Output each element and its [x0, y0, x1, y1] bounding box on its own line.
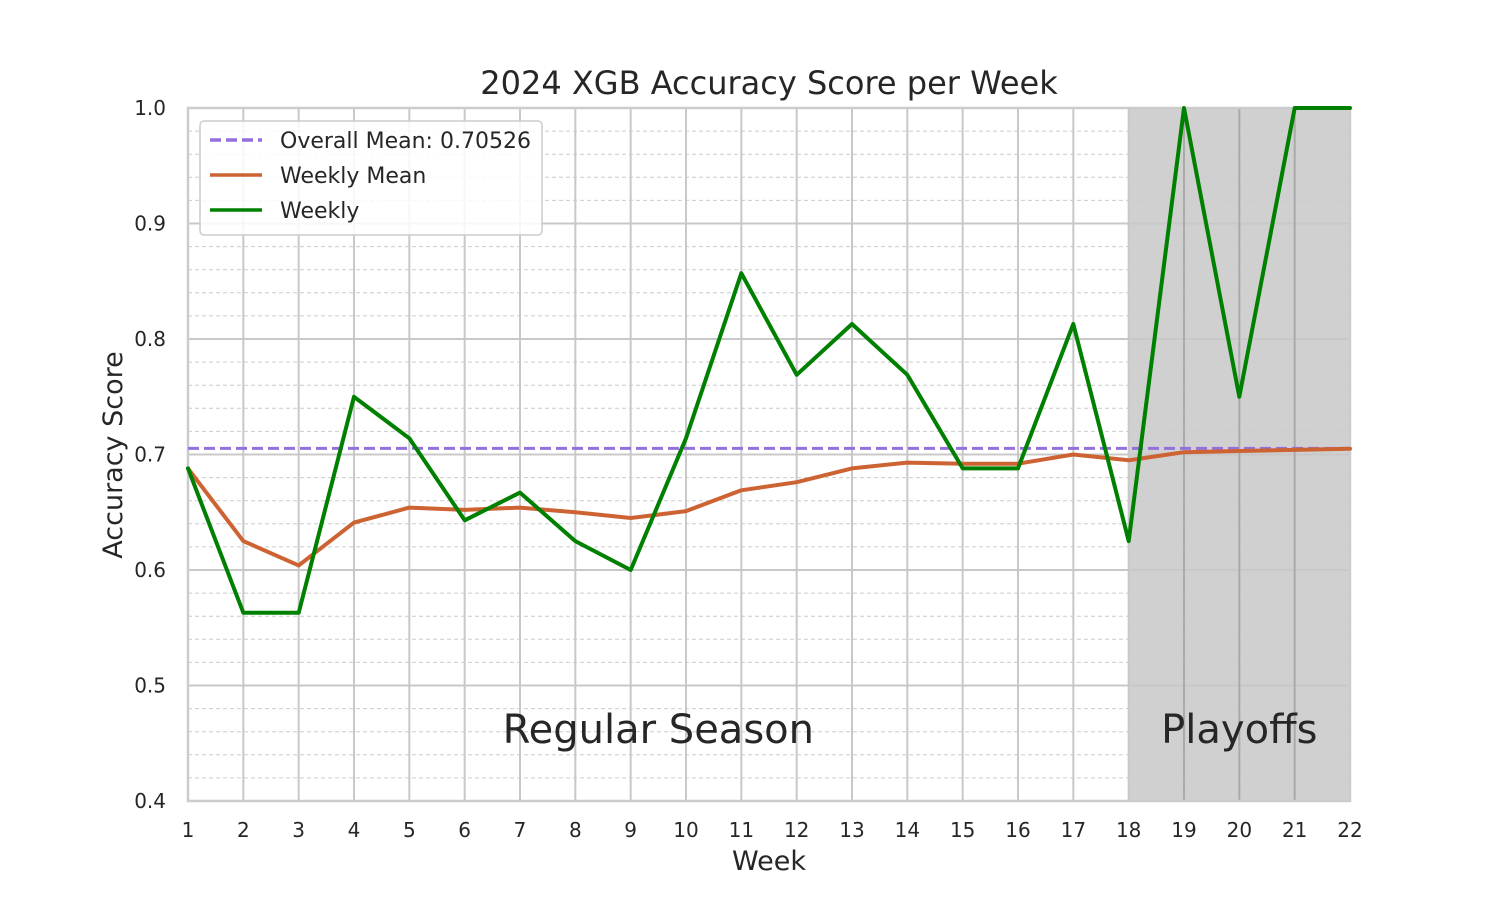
- region-label-1: Regular Season: [503, 707, 814, 753]
- x-tick-label: 5: [403, 818, 416, 842]
- region-label-2: Playoffs: [1161, 707, 1317, 753]
- y-tick-label: 0.4: [134, 789, 166, 813]
- plot-frame: [186, 106, 1352, 803]
- plot-area: 0.40.50.60.70.80.91.01 2 3 4 5 6 7 8 9 10 11 12 13 14…: [134, 96, 1363, 842]
- x-tick-label: 9: [624, 818, 637, 842]
- x-tick-label: 1: [182, 818, 195, 842]
- x-tick-label: 21: [1282, 818, 1307, 842]
- x-tick-label: 13: [839, 818, 864, 842]
- legend-entry-weekly-label: Weekly: [280, 199, 359, 224]
- x-tick-label: 2: [237, 818, 250, 842]
- x-tick-label: 8: [569, 818, 582, 842]
- x-tick-label: 12: [784, 818, 809, 842]
- x-tick-label: 11: [729, 818, 754, 842]
- legend-entry-overall-mean-label: Overall Mean: 0.70526: [280, 129, 531, 154]
- legend: Overall Mean: 0.70526 Weekly Mean Weekly: [199, 120, 543, 236]
- y-axis-title: Accuracy Score: [98, 351, 129, 558]
- y-tick-label: 0.6: [134, 558, 166, 582]
- legend-box: [199, 120, 543, 236]
- x-tick-label: 22: [1337, 818, 1362, 842]
- x-tick-label: 15: [950, 818, 975, 842]
- y-tick-label: 0.8: [134, 327, 166, 351]
- x-axis-title: Week: [732, 846, 806, 877]
- x-tick-label: 4: [348, 818, 361, 842]
- series-line-weekly-mean: [186, 446, 1352, 568]
- x-tick-label: 19: [1171, 818, 1196, 842]
- chart-title: 2024 XGB Accuracy Score per Week: [480, 64, 1058, 102]
- x-tick-label: 14: [895, 818, 920, 842]
- x-tick-label: 18: [1116, 818, 1141, 842]
- series-line-weekly: [186, 106, 1352, 615]
- legend-entry-weekly-mean-label: Weekly Mean: [280, 164, 426, 189]
- x-tick-label: 6: [458, 818, 471, 842]
- y-tick-label: 1.0: [134, 96, 166, 120]
- x-tick-label: 10: [673, 818, 698, 842]
- x-tick-label: 20: [1227, 818, 1252, 842]
- x-tick-label: 17: [1061, 818, 1086, 842]
- y-tick-label: 0.5: [134, 674, 166, 698]
- x-tick-label: 3: [292, 818, 305, 842]
- x-tick-label: 7: [514, 818, 527, 842]
- y-tick-label: 0.9: [134, 212, 166, 236]
- x-tick-label: 16: [1005, 818, 1030, 842]
- y-tick-label: 0.7: [134, 443, 166, 467]
